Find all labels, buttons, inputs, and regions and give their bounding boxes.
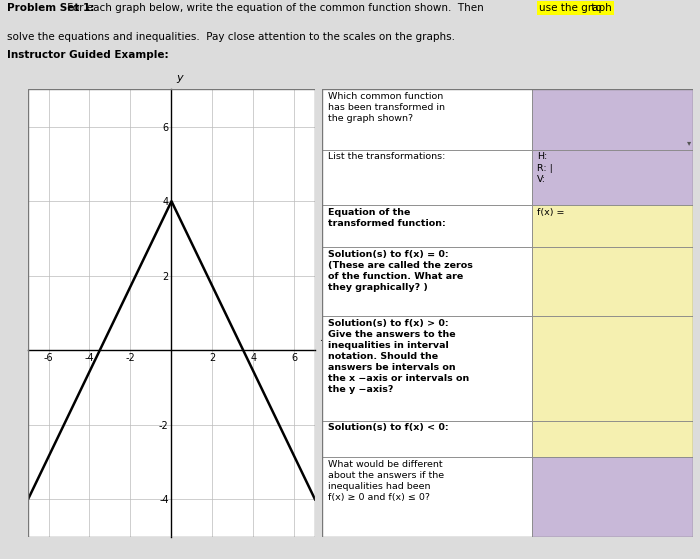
Text: f(x) =: f(x) =	[537, 207, 565, 217]
Bar	[322, 205, 531, 247]
Bar	[531, 457, 693, 537]
Text: H:
R: |
V:: H: R: | V:	[537, 153, 553, 183]
Text: ▾: ▾	[687, 139, 691, 148]
Bar	[322, 247, 531, 316]
Text: For each graph below, write the equation of the common function shown.  Then: For each graph below, write the equation…	[64, 3, 487, 13]
Bar	[531, 420, 693, 457]
Bar	[531, 247, 693, 316]
Text: Instructor Guided Example:: Instructor Guided Example:	[7, 50, 169, 60]
Bar	[322, 89, 531, 150]
Bar	[531, 316, 693, 420]
Text: Problem Set 1:: Problem Set 1:	[7, 3, 94, 13]
Bar	[531, 150, 693, 205]
Bar	[322, 420, 531, 457]
Bar	[322, 316, 531, 420]
Text: to: to	[588, 3, 602, 13]
Bar	[531, 89, 693, 150]
Text: use the graph: use the graph	[539, 3, 612, 13]
Text: What would be different
about the answers if the
inequalities had been
f(x) ≥ 0 : What would be different about the answer…	[328, 460, 444, 503]
Text: y: y	[176, 73, 183, 83]
Text: solve the equations and inequalities.  Pay close attention to the scales on the : solve the equations and inequalities. Pa…	[7, 32, 455, 42]
Bar	[322, 150, 531, 205]
Text: Equation of the
transformed function:: Equation of the transformed function:	[328, 207, 445, 228]
Text: Solution(s) to f(x) < 0:: Solution(s) to f(x) < 0:	[328, 423, 448, 432]
Text: Solution(s) to f(x) > 0:
Give the answers to the
inequalities in interval
notati: Solution(s) to f(x) > 0: Give the answer…	[328, 319, 469, 394]
Text: Solution(s) to f(x) = 0:
(These are called the zeros
of the function. What are
t: Solution(s) to f(x) = 0: (These are call…	[328, 249, 472, 292]
Text: List the transformations:: List the transformations:	[328, 153, 445, 162]
Text: x: x	[320, 333, 326, 343]
Bar	[322, 457, 531, 537]
Bar	[531, 205, 693, 247]
Text: Which common function
has been transformed in
the graph shown?: Which common function has been transform…	[328, 92, 444, 124]
